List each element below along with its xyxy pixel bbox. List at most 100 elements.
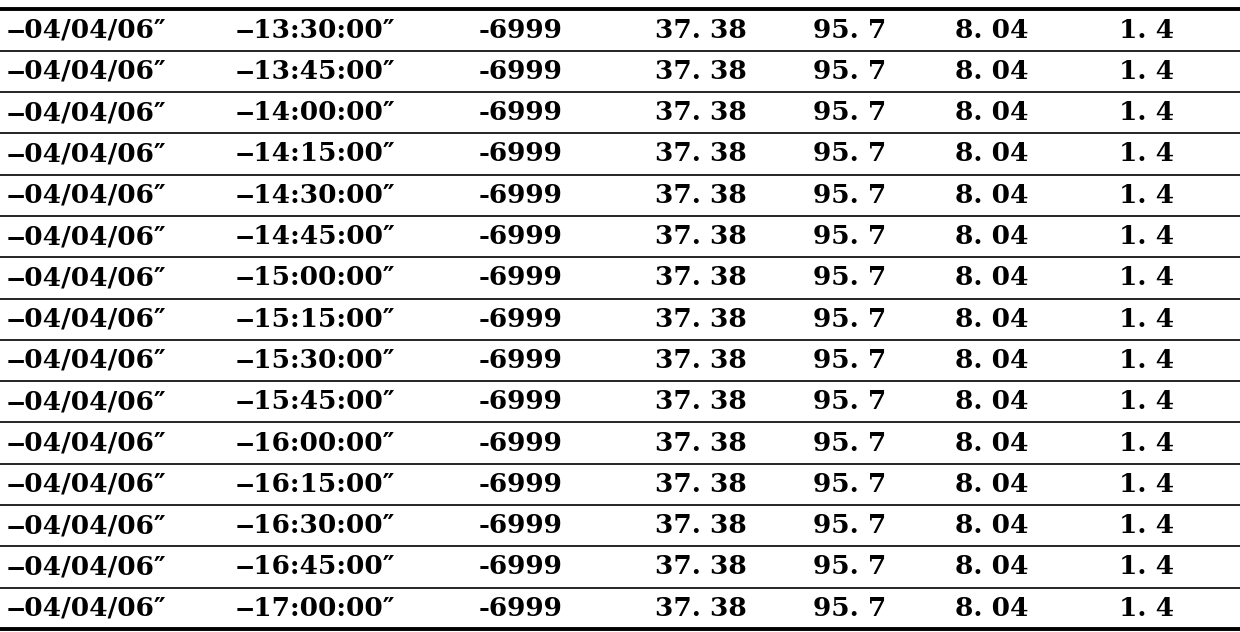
Text: 37. 38: 37. 38 xyxy=(655,389,746,414)
Text: 1. 4: 1. 4 xyxy=(1120,307,1174,332)
Text: -6999: -6999 xyxy=(479,100,563,125)
Text: 1. 4: 1. 4 xyxy=(1120,596,1174,621)
Text: ‒15:00:00″: ‒15:00:00″ xyxy=(236,265,396,290)
Text: ‒04/04/06″: ‒04/04/06″ xyxy=(6,100,166,125)
Text: ‒04/04/06″: ‒04/04/06″ xyxy=(6,348,166,373)
Text: ‒14:00:00″: ‒14:00:00″ xyxy=(236,100,396,125)
Text: 37. 38: 37. 38 xyxy=(655,100,746,125)
Text: -6999: -6999 xyxy=(479,596,563,621)
Text: -6999: -6999 xyxy=(479,265,563,290)
Text: 37. 38: 37. 38 xyxy=(655,472,746,497)
Text: 95. 7: 95. 7 xyxy=(812,348,887,373)
Text: -6999: -6999 xyxy=(479,348,563,373)
Text: -6999: -6999 xyxy=(479,389,563,414)
Text: ‒04/04/06″: ‒04/04/06″ xyxy=(6,183,166,208)
Text: 95. 7: 95. 7 xyxy=(812,472,887,497)
Text: 1. 4: 1. 4 xyxy=(1120,513,1174,538)
Text: ‒04/04/06″: ‒04/04/06″ xyxy=(6,472,166,497)
Text: 1. 4: 1. 4 xyxy=(1120,100,1174,125)
Text: ‒04/04/06″: ‒04/04/06″ xyxy=(6,513,166,538)
Text: -6999: -6999 xyxy=(479,472,563,497)
Text: 8. 04: 8. 04 xyxy=(955,142,1029,166)
Text: 95. 7: 95. 7 xyxy=(812,100,887,125)
Text: 37. 38: 37. 38 xyxy=(655,265,746,290)
Text: 8. 04: 8. 04 xyxy=(955,59,1029,84)
Text: 37. 38: 37. 38 xyxy=(655,430,746,456)
Text: ‒04/04/06″: ‒04/04/06″ xyxy=(6,596,166,621)
Text: -6999: -6999 xyxy=(479,142,563,166)
Text: 1. 4: 1. 4 xyxy=(1120,142,1174,166)
Text: ‒16:15:00″: ‒16:15:00″ xyxy=(236,472,396,497)
Text: ‒04/04/06″: ‒04/04/06″ xyxy=(6,224,166,249)
Text: ‒04/04/06″: ‒04/04/06″ xyxy=(6,142,166,166)
Text: 37. 38: 37. 38 xyxy=(655,224,746,249)
Text: 37. 38: 37. 38 xyxy=(655,183,746,208)
Text: ‒15:15:00″: ‒15:15:00″ xyxy=(236,307,396,332)
Text: 8. 04: 8. 04 xyxy=(955,389,1029,414)
Text: 95. 7: 95. 7 xyxy=(812,554,887,580)
Text: 1. 4: 1. 4 xyxy=(1120,59,1174,84)
Text: 1. 4: 1. 4 xyxy=(1120,183,1174,208)
Text: 1. 4: 1. 4 xyxy=(1120,389,1174,414)
Text: 8. 04: 8. 04 xyxy=(955,513,1029,538)
Text: ‒04/04/06″: ‒04/04/06″ xyxy=(6,59,166,84)
Text: 37. 38: 37. 38 xyxy=(655,348,746,373)
Text: 95. 7: 95. 7 xyxy=(812,596,887,621)
Text: ‒04/04/06″: ‒04/04/06″ xyxy=(6,389,166,414)
Text: 1. 4: 1. 4 xyxy=(1120,265,1174,290)
Text: -6999: -6999 xyxy=(479,513,563,538)
Text: 8. 04: 8. 04 xyxy=(955,307,1029,332)
Text: 1. 4: 1. 4 xyxy=(1120,18,1174,42)
Text: 8. 04: 8. 04 xyxy=(955,183,1029,208)
Text: 1. 4: 1. 4 xyxy=(1120,554,1174,580)
Text: -6999: -6999 xyxy=(479,554,563,580)
Text: 8. 04: 8. 04 xyxy=(955,554,1029,580)
Text: -6999: -6999 xyxy=(479,59,563,84)
Text: 8. 04: 8. 04 xyxy=(955,596,1029,621)
Text: ‒14:45:00″: ‒14:45:00″ xyxy=(236,224,396,249)
Text: ‒04/04/06″: ‒04/04/06″ xyxy=(6,430,166,456)
Text: -6999: -6999 xyxy=(479,307,563,332)
Text: 95. 7: 95. 7 xyxy=(812,307,887,332)
Text: 1. 4: 1. 4 xyxy=(1120,348,1174,373)
Text: 1. 4: 1. 4 xyxy=(1120,472,1174,497)
Text: 37. 38: 37. 38 xyxy=(655,59,746,84)
Text: ‒13:30:00″: ‒13:30:00″ xyxy=(236,18,396,42)
Text: 8. 04: 8. 04 xyxy=(955,100,1029,125)
Text: ‒04/04/06″: ‒04/04/06″ xyxy=(6,18,166,42)
Text: ‒17:00:00″: ‒17:00:00″ xyxy=(236,596,396,621)
Text: ‒13:45:00″: ‒13:45:00″ xyxy=(236,59,396,84)
Text: ‒15:30:00″: ‒15:30:00″ xyxy=(236,348,396,373)
Text: 95. 7: 95. 7 xyxy=(812,183,887,208)
Text: 1. 4: 1. 4 xyxy=(1120,430,1174,456)
Text: 95. 7: 95. 7 xyxy=(812,59,887,84)
Text: 95. 7: 95. 7 xyxy=(812,513,887,538)
Text: 8. 04: 8. 04 xyxy=(955,430,1029,456)
Text: 37. 38: 37. 38 xyxy=(655,596,746,621)
Text: ‒14:30:00″: ‒14:30:00″ xyxy=(236,183,396,208)
Text: 8. 04: 8. 04 xyxy=(955,472,1029,497)
Text: 8. 04: 8. 04 xyxy=(955,224,1029,249)
Text: 95. 7: 95. 7 xyxy=(812,224,887,249)
Text: 95. 7: 95. 7 xyxy=(812,389,887,414)
Text: -6999: -6999 xyxy=(479,183,563,208)
Text: 8. 04: 8. 04 xyxy=(955,18,1029,42)
Text: ‒16:00:00″: ‒16:00:00″ xyxy=(236,430,396,456)
Text: 95. 7: 95. 7 xyxy=(812,18,887,42)
Text: 95. 7: 95. 7 xyxy=(812,430,887,456)
Text: 8. 04: 8. 04 xyxy=(955,265,1029,290)
Text: ‒04/04/06″: ‒04/04/06″ xyxy=(6,554,166,580)
Text: 37. 38: 37. 38 xyxy=(655,513,746,538)
Text: 8. 04: 8. 04 xyxy=(955,348,1029,373)
Text: 37. 38: 37. 38 xyxy=(655,18,746,42)
Text: ‒04/04/06″: ‒04/04/06″ xyxy=(6,307,166,332)
Text: ‒14:15:00″: ‒14:15:00″ xyxy=(236,142,396,166)
Text: 37. 38: 37. 38 xyxy=(655,142,746,166)
Text: 95. 7: 95. 7 xyxy=(812,265,887,290)
Text: ‒16:45:00″: ‒16:45:00″ xyxy=(236,554,396,580)
Text: 1. 4: 1. 4 xyxy=(1120,224,1174,249)
Text: 37. 38: 37. 38 xyxy=(655,554,746,580)
Text: ‒04/04/06″: ‒04/04/06″ xyxy=(6,265,166,290)
Text: 37. 38: 37. 38 xyxy=(655,307,746,332)
Text: -6999: -6999 xyxy=(479,430,563,456)
